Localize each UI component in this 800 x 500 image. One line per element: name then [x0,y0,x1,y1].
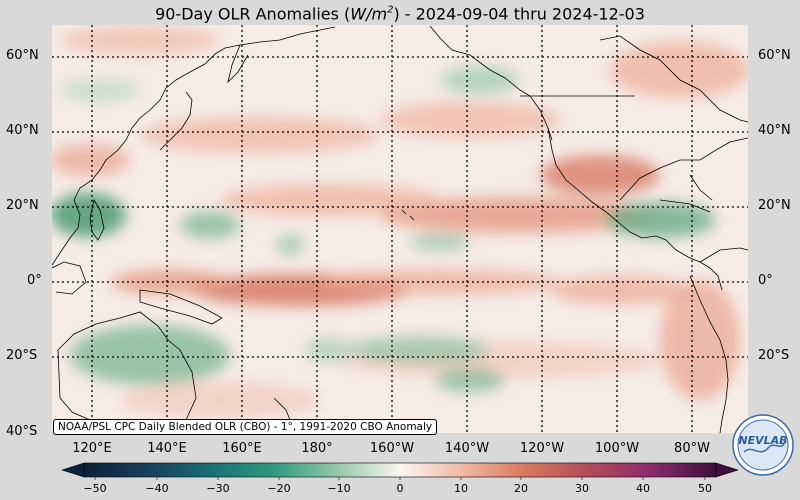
lat-label-right: 20°N [758,198,791,213]
lon-label: 120°W [519,441,565,456]
lon-label: 100°W [594,441,640,456]
lon-label: 80°W [674,441,710,456]
lat-label-right: 60°N [758,48,791,63]
lat-label-left: 20°S [6,348,38,363]
lat-label-right: 0° [758,273,773,288]
colorbar-tick: 30 [575,482,589,495]
lat-label-right: 20°S [758,348,790,363]
lon-label: 160°E [222,441,262,456]
anomaly-philippines-negative [52,193,126,237]
colorbar-tick: −40 [145,482,169,495]
lon-label: 160°W [369,441,415,456]
lat-label-right: 40°N [758,123,791,138]
coastlines [52,25,748,433]
lat-label-left: 40°N [6,123,39,138]
lon-label: 180° [301,441,333,456]
colorbar-tick: 10 [454,482,468,495]
lon-label: 140°E [147,441,187,456]
graticule [52,25,748,433]
colorbar-tick: 50 [698,482,712,495]
colorbar [61,462,739,480]
lon-label: 120°E [72,441,112,456]
logo-text: NEVLAB [738,434,787,447]
lat-label-left: 0° [27,273,42,288]
colorbar-tick: −30 [206,482,230,495]
lon-label: 140°W [444,441,490,456]
colorbar-tick: 0 [396,482,404,495]
colorbar-tick: −10 [327,482,351,495]
map-title: 90-Day OLR Anomalies (W/m2) - 2024-09-04… [155,4,645,24]
data-source-credit: NOAA/PSL CPC Daily Blended OLR (CBO) - 1… [53,419,438,435]
nevlab-logo-icon: NEVLAB [732,414,794,476]
lat-label-left: 60°N [6,48,39,63]
lat-label-left: 40°S [6,424,38,439]
colorbar-tick: −50 [83,482,107,495]
colorbar-tick: −20 [267,482,291,495]
lat-label-left: 20°N [6,198,39,213]
colorbar-tick: 40 [636,482,650,495]
colorbar-tick: 20 [514,482,528,495]
